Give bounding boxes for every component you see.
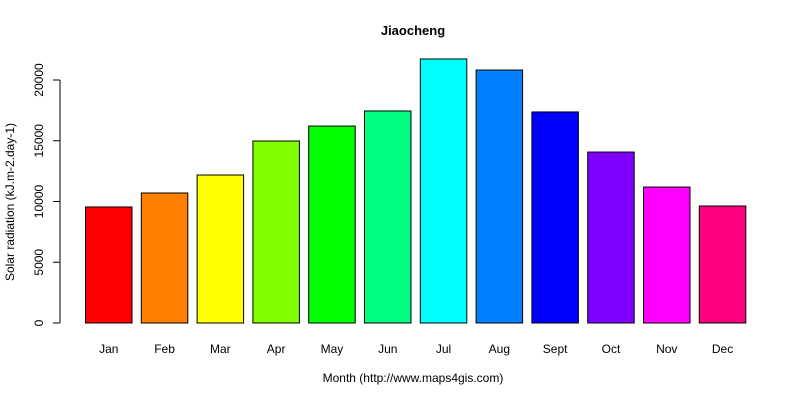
x-axis-title: Month (http://www.maps4gis.com) [323, 371, 504, 385]
x-tick-label: Jul [436, 342, 451, 356]
x-tick-label: Jan [99, 342, 118, 356]
bar-feb [140, 192, 189, 324]
y-tick-label: 10000 [32, 184, 46, 218]
x-tick-label: Nov [656, 342, 677, 356]
x-tick-label: Dec [712, 342, 733, 356]
bar-jan [85, 206, 133, 324]
bar-jul [419, 58, 468, 324]
y-axis: 0 5000 10000 15000 20000 [32, 63, 61, 326]
x-tick-label: Apr [267, 342, 286, 356]
x-tick-label: Jun [378, 342, 397, 356]
bar-nov [643, 186, 691, 324]
bar-oct [587, 151, 635, 324]
bars [85, 58, 747, 324]
bar-apr [252, 140, 300, 324]
x-tick-label: Feb [154, 342, 175, 356]
bar-dec [698, 205, 747, 324]
x-tick-label: May [321, 342, 344, 356]
bar-mar [196, 174, 245, 324]
bar-jun [364, 110, 412, 324]
y-tick-label: 15000 [32, 124, 46, 158]
chart-title: Jiaocheng [381, 23, 445, 38]
y-tick-label: 20000 [32, 63, 46, 97]
x-axis-labels: Jan Feb Mar Apr May Jun Jul Aug Sept Oct Nov Dec [99, 342, 733, 356]
y-axis-title: Solar radiation (kJ.m-2.day-1) [3, 123, 17, 281]
x-tick-label: Oct [602, 342, 621, 356]
bar-aug [475, 69, 524, 324]
bar-may [308, 125, 356, 324]
y-tick-label: 0 [32, 319, 46, 326]
x-tick-label: Sept [543, 342, 568, 356]
x-tick-label: Aug [489, 342, 510, 356]
x-tick-label: Mar [210, 342, 231, 356]
y-tick-label: 5000 [32, 249, 46, 276]
bar-sept [531, 111, 579, 324]
